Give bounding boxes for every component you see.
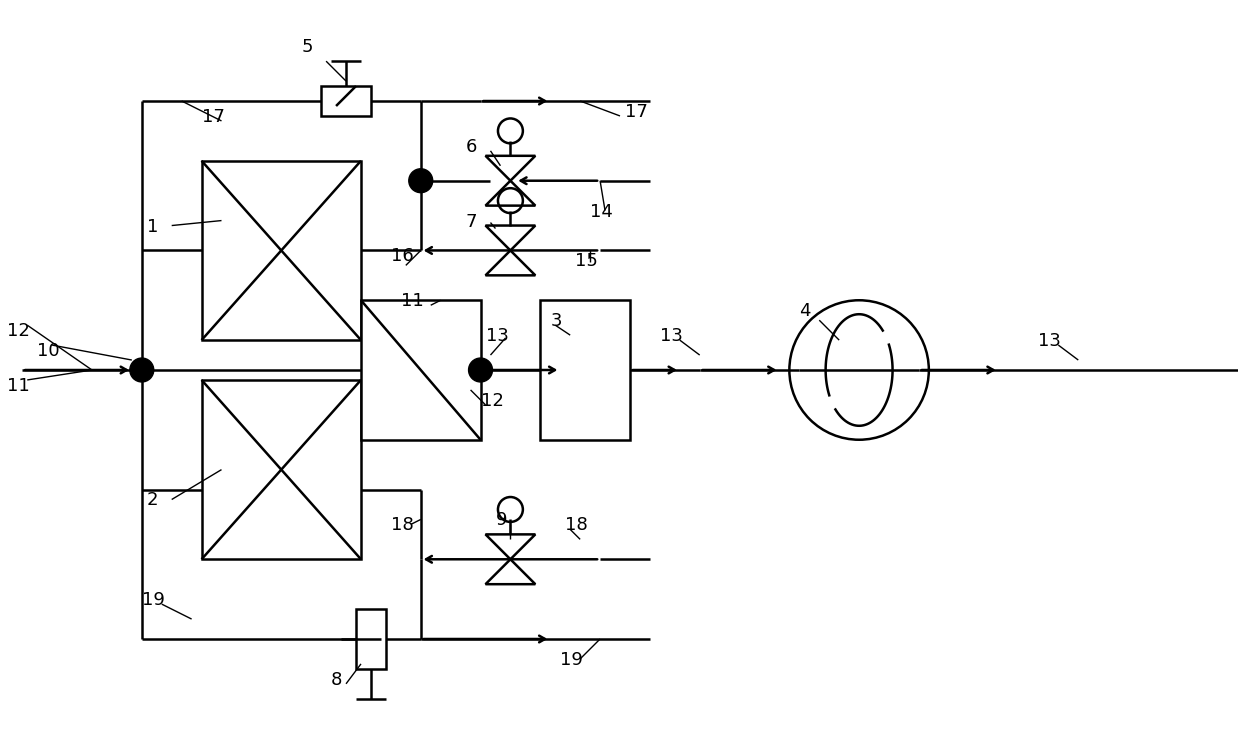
Bar: [541, 300, 630, 440]
Text: 14: 14: [590, 203, 613, 221]
Text: 11: 11: [7, 377, 30, 395]
Text: 16: 16: [391, 247, 414, 266]
Text: 9: 9: [496, 511, 507, 529]
Text: 2: 2: [146, 491, 159, 509]
Text: 19: 19: [141, 591, 165, 609]
Text: 18: 18: [565, 517, 588, 534]
Circle shape: [130, 358, 154, 382]
Text: 15: 15: [575, 252, 598, 270]
Text: 11: 11: [401, 292, 424, 310]
Text: 1: 1: [146, 218, 159, 235]
Bar: [321, 86, 371, 116]
Bar: [202, 380, 361, 559]
Circle shape: [469, 358, 492, 382]
Bar: [202, 161, 361, 340]
Text: 17: 17: [625, 103, 647, 121]
Text: 8: 8: [331, 670, 342, 689]
Text: 3: 3: [551, 312, 562, 330]
Text: 17: 17: [202, 108, 224, 126]
Text: 18: 18: [391, 517, 414, 534]
Text: 12: 12: [7, 322, 30, 340]
Text: 13: 13: [486, 327, 508, 345]
Text: 4: 4: [800, 302, 811, 320]
Text: 12: 12: [481, 392, 503, 410]
Circle shape: [409, 169, 433, 192]
Text: 10: 10: [37, 342, 60, 360]
Text: 13: 13: [660, 327, 683, 345]
Text: 19: 19: [560, 651, 583, 669]
Text: 13: 13: [1038, 332, 1061, 350]
Text: 6: 6: [465, 138, 477, 156]
Text: 7: 7: [465, 212, 477, 231]
Bar: [361, 300, 481, 440]
Bar: [356, 609, 386, 669]
Text: 5: 5: [301, 38, 312, 56]
